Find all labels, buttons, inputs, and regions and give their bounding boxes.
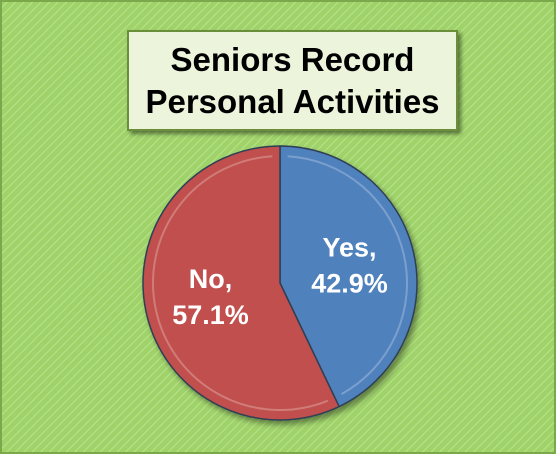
slice-bevel: [152, 155, 329, 411]
pie-slice: [279, 145, 418, 408]
data-label: 42.9%: [311, 268, 388, 298]
slice-bevel: [287, 155, 408, 395]
data-label: No,: [189, 264, 233, 294]
labels: Yes, 42.9% No, 57.1%: [172, 232, 388, 330]
chart-title: Seniors Record Personal Activities: [127, 30, 458, 131]
pie-slice: [142, 145, 341, 421]
data-label: Yes,: [322, 232, 376, 262]
pie: [142, 145, 418, 421]
data-label: 57.1%: [172, 300, 249, 330]
